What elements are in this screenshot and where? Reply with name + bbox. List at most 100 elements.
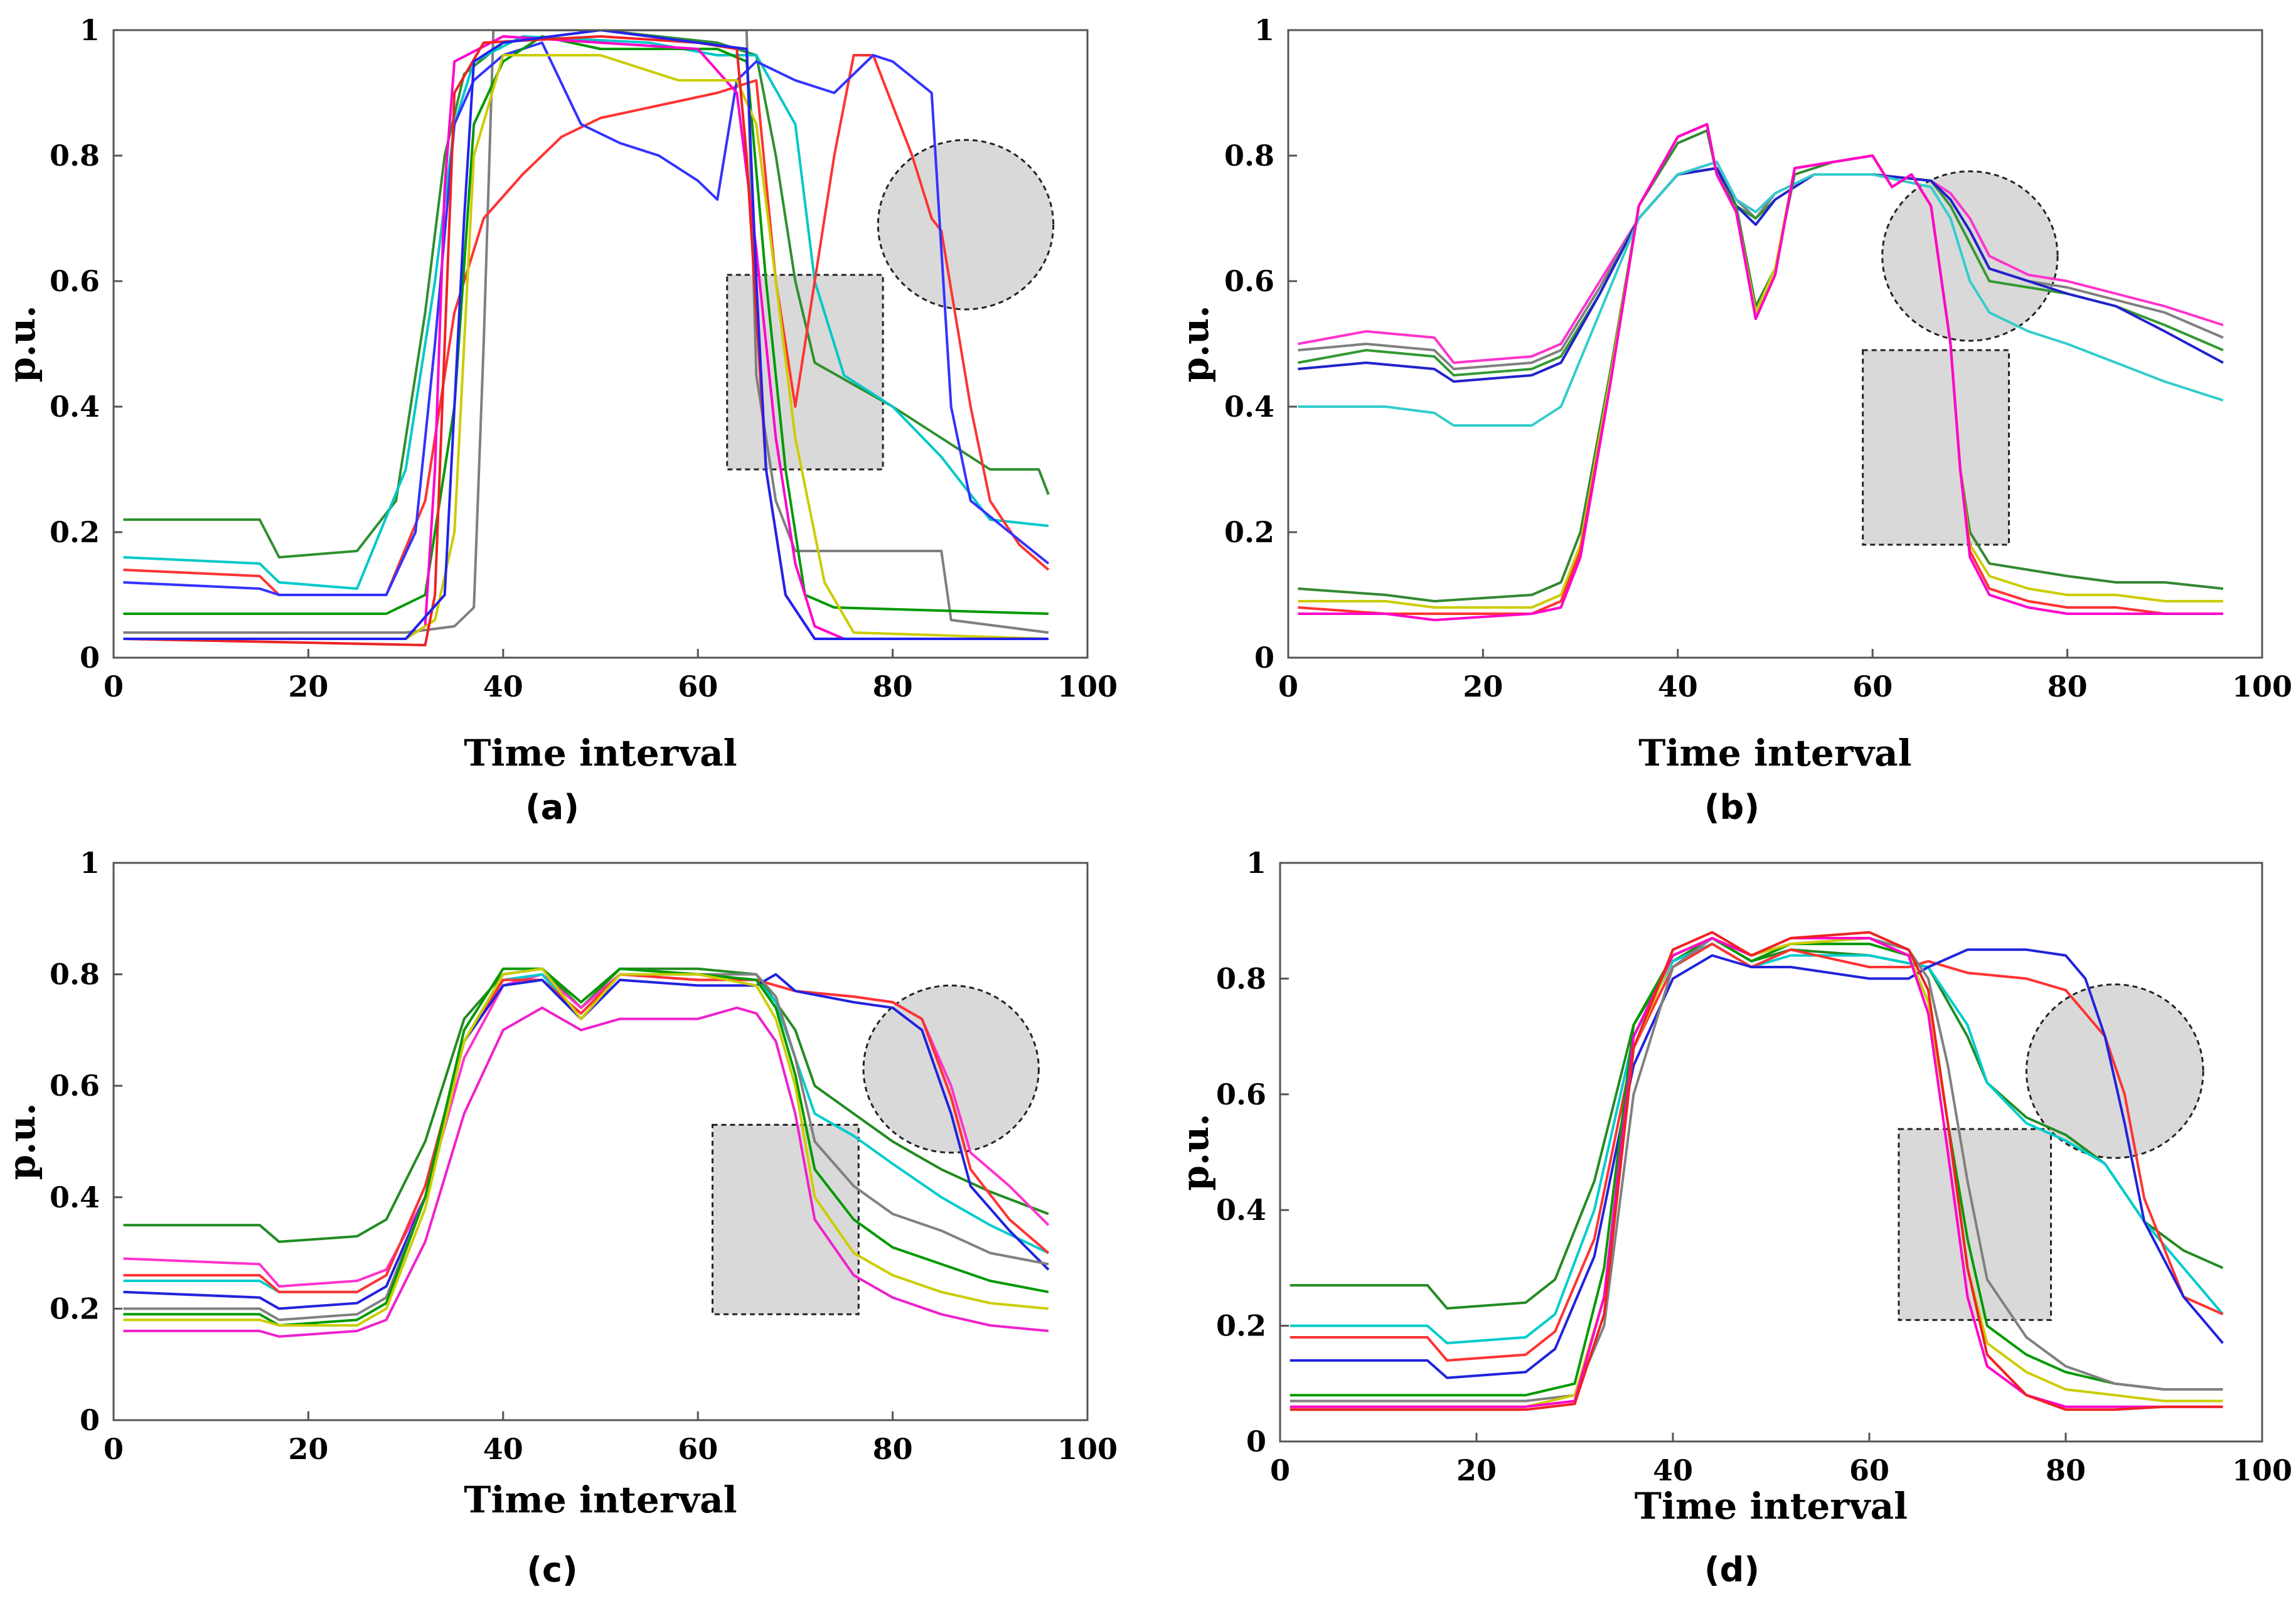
x-tick-label: 100 <box>2232 1453 2292 1487</box>
series-group <box>123 967 1050 1338</box>
series-line-blue <box>123 973 1050 1310</box>
panel-label: (b) <box>1704 788 1759 827</box>
plot-frame <box>112 862 1089 1421</box>
y-axis-label: p.u. <box>1 1103 43 1180</box>
y-tick-label: 0.6 <box>50 1069 100 1103</box>
series-line-green-dark <box>123 30 1050 559</box>
x-tick-label: 20 <box>288 670 328 703</box>
series-line-blue <box>1289 948 2224 1379</box>
chart-panel-4: 0 20 40 60 80 100 0 0.2 0.4 0.6 0.8 1 Time interval p… <box>1174 846 2292 1590</box>
x-tick-label: 40 <box>1658 670 1698 703</box>
series-line-green-top <box>123 967 1049 1243</box>
x-tick-label: 100 <box>2232 670 2292 703</box>
highlight-rectangle <box>726 274 884 471</box>
series-line-cyan-upper <box>1298 161 2224 427</box>
y-tick-label: 0.2 <box>50 1292 100 1325</box>
series-group <box>1289 931 2224 1411</box>
x-tick-label: 80 <box>873 1432 913 1466</box>
highlight-rectangle <box>1898 1128 2053 1321</box>
series-line-cyan <box>1289 943 2224 1345</box>
y-axis-label: p.u. <box>1 305 43 382</box>
y-tick-label: 0.4 <box>50 1180 100 1214</box>
panel-label: (a) <box>525 788 579 827</box>
x-tick-label: 80 <box>2048 670 2088 703</box>
plot-frame <box>1279 862 2263 1443</box>
plot-frame <box>112 29 1089 659</box>
chart-panel-3: 0 20 40 60 80 100 0 0.2 0.4 0.6 0.8 1 Time interval p… <box>1 846 1118 1590</box>
y-tick-label: 1 <box>80 846 100 880</box>
series-line-green-2 <box>123 967 1049 1327</box>
y-tick-label: 0.6 <box>50 264 100 298</box>
x-axis-label: Time interval <box>1638 732 1911 774</box>
y-tick-label: 0 <box>1246 1425 1266 1458</box>
x-axis-label: Time interval <box>464 732 737 774</box>
x-tick-label: 40 <box>1653 1453 1693 1487</box>
x-tick-label: 80 <box>2046 1453 2086 1487</box>
x-tick-label: 20 <box>1463 670 1503 703</box>
y-tick-label: 0.8 <box>1216 961 1266 995</box>
series-line-green-2 <box>1289 936 2223 1397</box>
series-line-magenta-low <box>123 1006 1049 1338</box>
y-tick-label: 0.4 <box>1216 1193 1266 1227</box>
chart-panel-2: 0 20 40 60 80 100 0 0.2 0.4 0.6 0.8 1 Time interval p… <box>1174 13 2292 827</box>
series-line-blue-upper <box>1298 167 2224 383</box>
series-line-magenta-lower <box>1298 123 2223 621</box>
chart-panel-1: 0 20 40 60 80 100 0 0.2 0.4 0.6 0.8 1 Time interval p… <box>1 13 1118 827</box>
y-tick-label: 0.8 <box>50 958 100 992</box>
highlight-circle <box>1881 170 2059 342</box>
series-line-magenta <box>1289 936 2223 1408</box>
y-tick-label: 0.8 <box>1224 139 1274 173</box>
series-line-red <box>123 54 1050 596</box>
series-line-green-upper <box>1298 167 2224 377</box>
series-line-magenta <box>123 35 1049 640</box>
series-group <box>123 30 1050 646</box>
y-axis-label: p.u. <box>1174 1113 1217 1190</box>
y-tick-label: 0 <box>80 1403 100 1437</box>
x-axis-label: Time interval <box>1635 1485 1908 1527</box>
y-tick-label: 0.4 <box>50 390 100 424</box>
x-tick-label: 100 <box>1057 670 1118 703</box>
x-tick-label: 100 <box>1057 1432 1118 1466</box>
y-tick-label: 1 <box>80 13 100 47</box>
y-axis-label: p.u. <box>1174 305 1217 382</box>
series-line-cyan <box>123 35 1049 590</box>
series-line-yellow <box>123 967 1049 1327</box>
y-tick-label: 0.2 <box>50 515 100 549</box>
series-line-blue-2 <box>123 30 1049 640</box>
highlight-circle <box>877 139 1055 311</box>
x-tick-label: 0 <box>104 670 124 703</box>
panel-label: (c) <box>526 1550 577 1590</box>
series-line-yellow-lower <box>1298 123 2223 609</box>
series-line-green <box>123 35 1049 615</box>
series-line-red-lower <box>1298 123 2223 615</box>
y-tick-label: 0.4 <box>1224 390 1274 424</box>
x-tick-label: 40 <box>483 670 523 703</box>
x-axis-label: Time interval <box>464 1479 737 1521</box>
x-tick-label: 0 <box>1270 1453 1290 1487</box>
x-tick-label: 0 <box>104 1432 124 1466</box>
y-tick-label: 0.6 <box>1224 264 1274 298</box>
y-tick-label: 0.2 <box>1216 1309 1266 1343</box>
series-line-gray <box>123 30 1049 634</box>
x-tick-label: 80 <box>873 670 913 703</box>
x-tick-label: 20 <box>1456 1453 1497 1487</box>
x-tick-label: 60 <box>1849 1453 1889 1487</box>
series-line-red <box>1289 943 2224 1362</box>
y-tick-label: 0.2 <box>1224 515 1274 549</box>
x-tick-label: 60 <box>1852 670 1893 703</box>
highlight-circle <box>862 984 1040 1154</box>
x-tick-label: 60 <box>678 670 718 703</box>
series-line-red-2 <box>1289 931 2223 1411</box>
series-group <box>1298 123 2224 621</box>
panel-label: (d) <box>1704 1550 1759 1590</box>
y-tick-label: 0 <box>80 641 100 675</box>
series-line-blue <box>123 41 1050 596</box>
y-tick-label: 1 <box>1254 13 1274 47</box>
highlight-rectangle <box>711 1123 860 1315</box>
y-tick-label: 0.8 <box>50 139 100 173</box>
y-tick-label: 0 <box>1254 641 1274 675</box>
series-line-green-lower <box>1298 129 2224 602</box>
plot-frame <box>1287 29 2263 659</box>
series-line-yellow <box>123 54 1049 640</box>
